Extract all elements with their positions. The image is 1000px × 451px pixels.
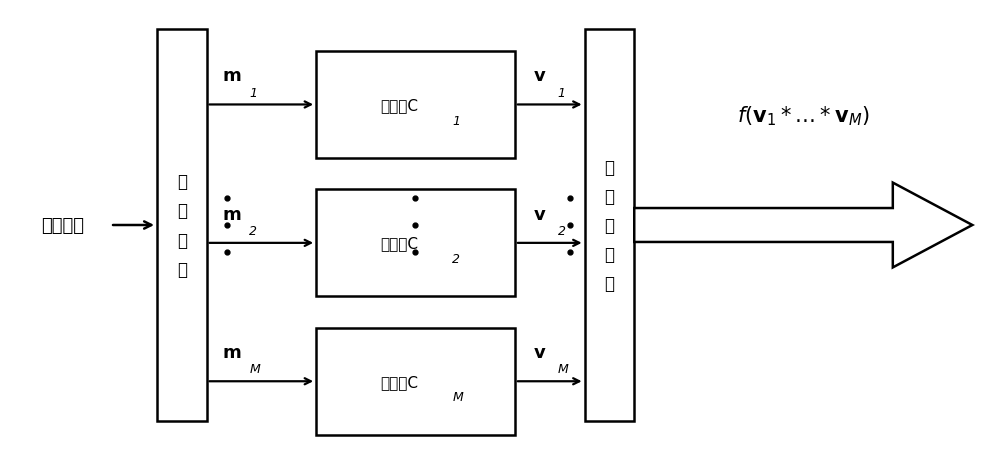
Text: 输入数据: 输入数据 <box>41 216 84 235</box>
Text: 2: 2 <box>249 225 257 238</box>
Text: $\mathbf{m}$: $\mathbf{m}$ <box>222 67 241 85</box>
Text: 编码器C: 编码器C <box>381 98 419 113</box>
Text: $\mathbf{m}$: $\mathbf{m}$ <box>222 343 241 361</box>
FancyBboxPatch shape <box>316 328 515 435</box>
Text: $\mathbf{v}$: $\mathbf{v}$ <box>533 343 547 361</box>
FancyBboxPatch shape <box>316 190 515 297</box>
Text: 1: 1 <box>452 115 460 127</box>
Text: 信
号
映
射
器: 信 号 映 射 器 <box>604 158 614 293</box>
Text: 1: 1 <box>249 87 257 99</box>
Text: $\mathbf{v}$: $\mathbf{v}$ <box>533 205 547 223</box>
Text: 2: 2 <box>558 225 566 238</box>
Text: 2: 2 <box>452 253 460 265</box>
Text: 编码器C: 编码器C <box>381 374 419 389</box>
Text: M: M <box>452 391 463 404</box>
Text: 1: 1 <box>558 87 566 99</box>
Text: $\mathbf{v}$: $\mathbf{v}$ <box>533 67 547 85</box>
FancyBboxPatch shape <box>157 29 207 422</box>
Text: 串
并
转
换: 串 并 转 换 <box>177 173 187 278</box>
Text: $f(\mathbf{v}_1 * \ldots * \mathbf{v}_M)$: $f(\mathbf{v}_1 * \ldots * \mathbf{v}_M)… <box>737 105 870 128</box>
Text: M: M <box>558 363 568 376</box>
Polygon shape <box>634 183 972 268</box>
FancyBboxPatch shape <box>585 29 634 422</box>
Text: 编码器C: 编码器C <box>381 236 419 251</box>
Text: M: M <box>249 363 260 376</box>
FancyBboxPatch shape <box>316 52 515 159</box>
Text: $\mathbf{m}$: $\mathbf{m}$ <box>222 205 241 223</box>
